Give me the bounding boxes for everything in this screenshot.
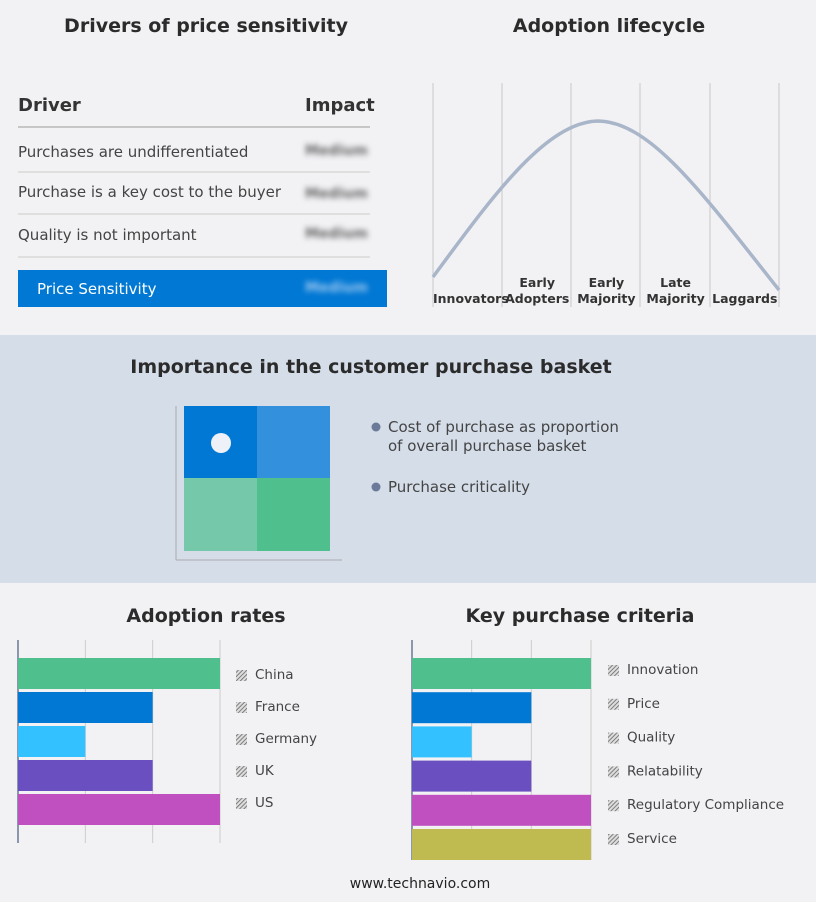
bar xyxy=(18,658,220,689)
driver: Quality is not important xyxy=(18,226,197,244)
legend-label: Price xyxy=(627,696,660,712)
title: Drivers of price sensitivity xyxy=(64,15,348,37)
legend-icon xyxy=(608,834,619,845)
footer: www.technavio.com xyxy=(349,876,491,892)
summary-box xyxy=(18,270,387,307)
title: Adoption rates xyxy=(126,605,286,627)
driver: Purchases are undifferentiated xyxy=(18,143,249,161)
basket-matrix xyxy=(175,406,381,561)
bar xyxy=(18,760,153,791)
impact: Medium xyxy=(305,143,368,159)
legend-icon xyxy=(608,698,619,710)
legend-label: Relatability xyxy=(627,763,703,779)
bar xyxy=(18,794,220,825)
legend-label: Purchase criticality xyxy=(388,478,531,496)
stage-label: Laggards xyxy=(712,291,778,306)
title: Key purchase criteria xyxy=(465,605,695,627)
header: Impact xyxy=(305,95,375,116)
driver: Purchase is a key cost to the buyer xyxy=(18,183,282,201)
legend-icon xyxy=(608,800,619,812)
title: Importance in the customer purchase bask… xyxy=(130,356,612,378)
summary-label: Price Sensitivity xyxy=(37,280,157,298)
legend-label: Service xyxy=(627,831,677,847)
stage-label: Innovators xyxy=(433,291,509,306)
legend-icon xyxy=(236,734,247,745)
bar xyxy=(412,726,472,758)
bar xyxy=(412,760,532,792)
legend-icon xyxy=(608,732,619,744)
bar xyxy=(18,726,86,757)
band xyxy=(0,335,816,583)
legend-label: France xyxy=(255,699,300,715)
header: Driver xyxy=(18,95,81,116)
legend-icon xyxy=(236,702,247,713)
legend-icon xyxy=(608,665,619,676)
bar xyxy=(412,692,532,724)
lifecycle-columns xyxy=(432,83,780,307)
legend-label: Regulatory Compliance xyxy=(627,797,784,813)
legend-icon xyxy=(236,766,247,777)
stage-label: Late Majority xyxy=(646,275,705,306)
legend-label: Quality xyxy=(627,730,675,746)
stage-label: Early Majority xyxy=(577,275,636,306)
bar xyxy=(412,658,591,689)
bar xyxy=(412,829,591,860)
impact: Medium xyxy=(305,186,368,202)
legend-icon xyxy=(236,798,247,809)
title: Adoption lifecycle xyxy=(512,15,706,37)
legend-icon xyxy=(236,670,247,681)
legend-label: Cost of purchase as proportion of overal… xyxy=(388,418,619,455)
legend-label: Germany xyxy=(255,731,317,747)
bar xyxy=(18,692,153,723)
legend-label: China xyxy=(255,667,294,683)
summary-value: Medium xyxy=(305,280,368,296)
legend-label: Innovation xyxy=(627,662,698,678)
bar xyxy=(412,794,591,826)
legend-icon xyxy=(608,766,619,778)
stage-label: Early Adopters xyxy=(505,275,570,306)
legend-label: UK xyxy=(255,763,275,779)
impact: Medium xyxy=(305,226,368,242)
lifecycle-curve xyxy=(431,119,781,292)
legend-label: US xyxy=(255,795,273,811)
